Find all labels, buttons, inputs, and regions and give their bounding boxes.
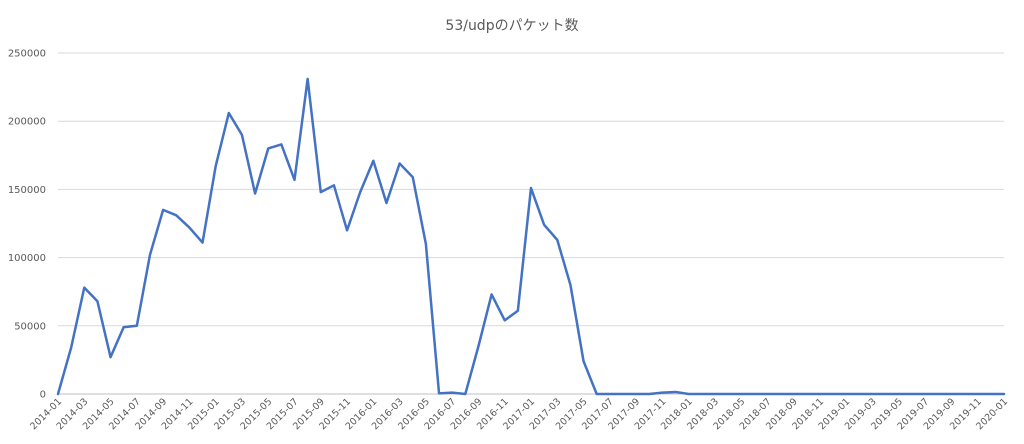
y-axis-tick-labels: 0 50000 100000 150000 200000 250000	[8, 49, 46, 401]
y-tick-label: 100000	[8, 253, 46, 264]
series-line	[56, 77, 1006, 396]
y-tick-label: 0	[40, 390, 46, 401]
gridlines	[58, 52, 1004, 395]
series-layer	[56, 77, 1006, 396]
y-tick-label: 250000	[8, 49, 46, 60]
chart-title: 53/udpのパケット数	[445, 18, 578, 34]
y-tick-label: 50000	[14, 321, 46, 332]
y-tick-label: 200000	[8, 117, 46, 128]
x-axis-tick-labels: 2014-012014-032014-052014-072014-092014-…	[28, 396, 1010, 432]
y-tick-label: 150000	[8, 185, 46, 196]
